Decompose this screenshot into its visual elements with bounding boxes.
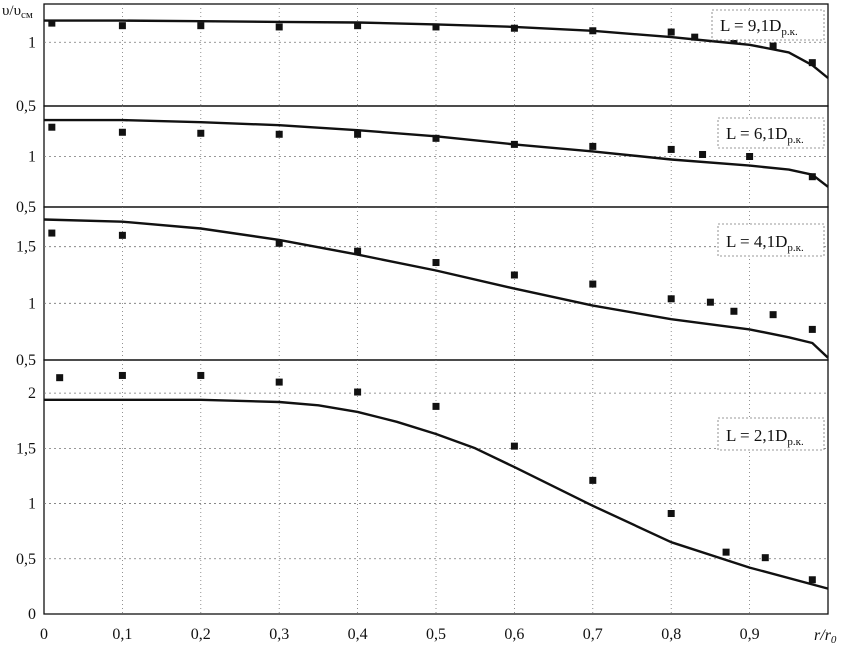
data-point <box>691 33 699 41</box>
data-point <box>432 402 440 410</box>
data-point <box>667 510 675 518</box>
data-point <box>808 325 816 333</box>
panel-label: L = 9,1Dр.к. <box>720 16 798 38</box>
y-tick-label: 1 <box>28 295 36 312</box>
panel-label: L = 2,1Dр.к. <box>726 426 804 448</box>
y-tick-label: 1,5 <box>16 440 36 457</box>
x-tick-label: 0,9 <box>740 626 760 643</box>
x-tick-label: 0,3 <box>269 626 289 643</box>
fitted-curve <box>44 398 829 590</box>
panel-label-box <box>711 9 825 41</box>
data-point <box>48 229 56 237</box>
y-tick-label: 0,5 <box>16 199 36 216</box>
panel-label: L = 4,1Dр.к. <box>726 232 804 254</box>
panel-4: 0 0,5 1 1,5 2 L = 2,1Dр.к. <box>16 359 829 623</box>
x-tick-label: 0,8 <box>661 626 681 643</box>
fitted-curve <box>43 218 829 359</box>
x-tick-label: 0,4 <box>348 626 368 643</box>
data-point <box>730 307 738 315</box>
fitted-curve <box>44 19 829 79</box>
data-point <box>761 554 769 562</box>
x-axis-label: r/r0 <box>814 627 837 645</box>
data-point <box>432 23 440 31</box>
panel-frame <box>43 359 829 615</box>
panel-2: 0,5 1 L = 6,1Dр.к. <box>16 105 829 216</box>
y-axis-label: υ/υсм <box>2 3 33 21</box>
y-tick-label: 0 <box>28 606 36 623</box>
data-point <box>510 271 518 279</box>
data-point <box>197 129 205 137</box>
data-point <box>589 142 597 150</box>
data-point <box>510 24 518 32</box>
data-point <box>746 153 754 160</box>
x-tick-label: 0,6 <box>504 626 524 643</box>
data-point <box>432 134 440 142</box>
panel-label-box <box>717 417 825 451</box>
x-tick-label: 0 <box>40 626 48 643</box>
data-point <box>48 123 56 131</box>
data-point <box>432 259 440 267</box>
data-point <box>275 239 283 247</box>
y-tick-label: 0,5 <box>16 98 36 115</box>
data-point <box>589 27 597 35</box>
data-point <box>118 371 126 379</box>
data-point <box>275 130 283 138</box>
panel-frame <box>43 3 829 107</box>
y-tick-label: 0,5 <box>16 551 36 568</box>
data-point <box>275 378 283 386</box>
data-point <box>354 388 362 396</box>
panel-label: L = 6,1Dр.к. <box>726 124 804 146</box>
data-point <box>118 22 126 30</box>
data-point <box>706 298 714 306</box>
data-point <box>722 548 730 556</box>
data-point <box>589 280 597 288</box>
data-point <box>354 130 362 138</box>
data-point <box>510 442 518 450</box>
x-tick-label: 0,7 <box>583 626 603 643</box>
data-point <box>667 145 675 153</box>
data-point <box>699 150 707 158</box>
y-tick-label: 1 <box>28 149 36 166</box>
data-point <box>275 23 283 31</box>
panel-label-box <box>717 117 825 149</box>
data-point <box>667 28 675 36</box>
x-tick-label: 0,1 <box>112 626 132 643</box>
data-point <box>118 128 126 136</box>
data-point <box>354 247 362 255</box>
y-tick-label: 1,5 <box>16 239 36 256</box>
data-point <box>589 476 597 484</box>
data-point <box>197 371 205 379</box>
data-point <box>354 22 362 30</box>
x-tick-label: 0,2 <box>191 626 211 643</box>
data-point <box>808 173 816 181</box>
panel-label-box <box>717 223 825 257</box>
y-tick-label: 2 <box>28 385 36 402</box>
data-point <box>667 295 675 303</box>
y-tick-label: 1 <box>28 496 36 513</box>
data-point <box>769 311 777 319</box>
y-tick-label: 0,5 <box>16 352 36 369</box>
data-point <box>197 22 205 30</box>
data-point <box>48 19 56 27</box>
data-point <box>118 231 126 239</box>
data-point <box>510 140 518 148</box>
data-point <box>808 576 816 584</box>
data-point <box>808 59 816 67</box>
panel-3: 0,5 1 1,5 L = 4,1Dр.к. <box>16 206 829 369</box>
data-point <box>56 374 64 382</box>
y-tick-label: 1 <box>28 34 36 51</box>
data-point <box>769 42 777 50</box>
x-tick-label: 0,5 <box>426 626 446 643</box>
panel-1: 0,5 1 L = 9,1Dр.к. <box>16 3 829 115</box>
